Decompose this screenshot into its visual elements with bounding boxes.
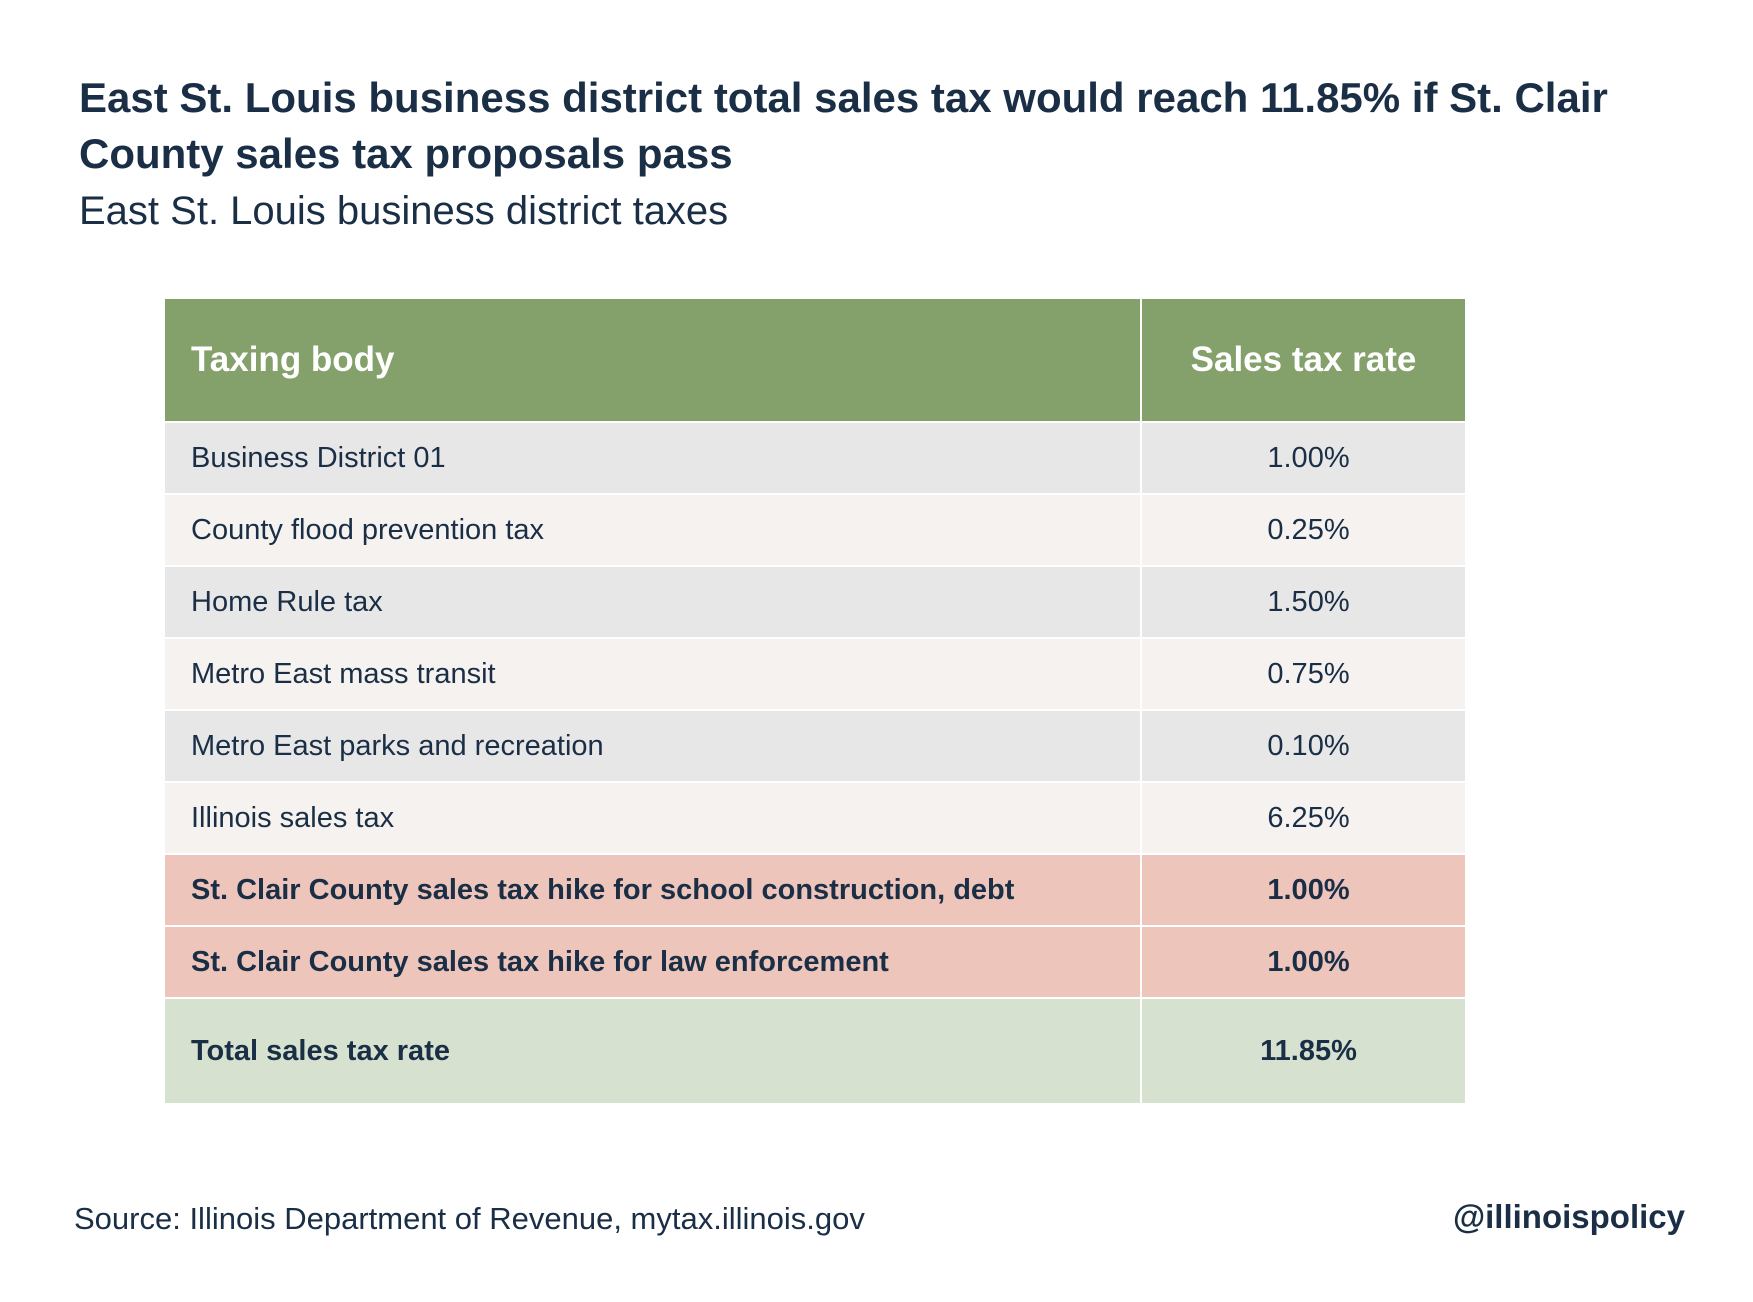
table-row: County flood prevention tax 0.25% — [165, 494, 1465, 567]
social-handle: @illinoispolicy — [1452, 1198, 1685, 1235]
page-subtitle: East St. Louis business district taxes — [79, 189, 729, 233]
table-row: Business District 01 1.00% — [165, 422, 1465, 495]
page-title: East St. Louis business district total s… — [79, 74, 1608, 177]
tax-rate-cell: 6.25% — [1140, 782, 1465, 855]
tax-rate-cell: 1.50% — [1140, 566, 1465, 639]
taxing-body-cell: County flood prevention tax — [165, 494, 1141, 567]
tax-rate-cell: 1.00% — [1140, 926, 1465, 999]
table-row-proposed-hike: St. Clair County sales tax hike for law … — [165, 926, 1465, 999]
header-taxing-body: Taxing body — [165, 299, 1141, 423]
table-row: Home Rule tax 1.50% — [165, 566, 1465, 639]
tax-rate-cell: 1.00% — [1140, 422, 1465, 495]
header-sales-tax-rate: Sales tax rate — [1140, 299, 1465, 423]
taxing-body-cell: St. Clair County sales tax hike for law … — [165, 926, 1141, 999]
table-row: Metro East mass transit 0.75% — [165, 638, 1465, 711]
taxing-body-cell: Business District 01 — [165, 422, 1141, 495]
table-row: Illinois sales tax 6.25% — [165, 782, 1465, 855]
source-note: Source: Illinois Department of Revenue, … — [74, 1201, 865, 1236]
total-rate-cell: 11.85% — [1140, 998, 1465, 1103]
table-total-row: Total sales tax rate 11.85% — [165, 998, 1465, 1103]
tax-rate-cell: 0.75% — [1140, 638, 1465, 711]
taxing-body-cell: Illinois sales tax — [165, 782, 1141, 855]
taxing-body-cell: Metro East parks and recreation — [165, 710, 1141, 783]
taxing-body-cell: St. Clair County sales tax hike for scho… — [165, 854, 1141, 927]
tax-rate-cell: 0.25% — [1140, 494, 1465, 567]
tax-rate-cell: 1.00% — [1140, 854, 1465, 927]
taxing-body-cell: Metro East mass transit — [165, 638, 1141, 711]
total-label-cell: Total sales tax rate — [165, 998, 1141, 1103]
table-row-proposed-hike: St. Clair County sales tax hike for scho… — [165, 854, 1465, 927]
sales-tax-table: Taxing body Sales tax rate Business Dist… — [165, 299, 1465, 1103]
taxing-body-cell: Home Rule tax — [165, 566, 1141, 639]
tax-rate-cell: 0.10% — [1140, 710, 1465, 783]
table-header-row: Taxing body Sales tax rate — [165, 299, 1465, 423]
table-row: Metro East parks and recreation 0.10% — [165, 710, 1465, 783]
